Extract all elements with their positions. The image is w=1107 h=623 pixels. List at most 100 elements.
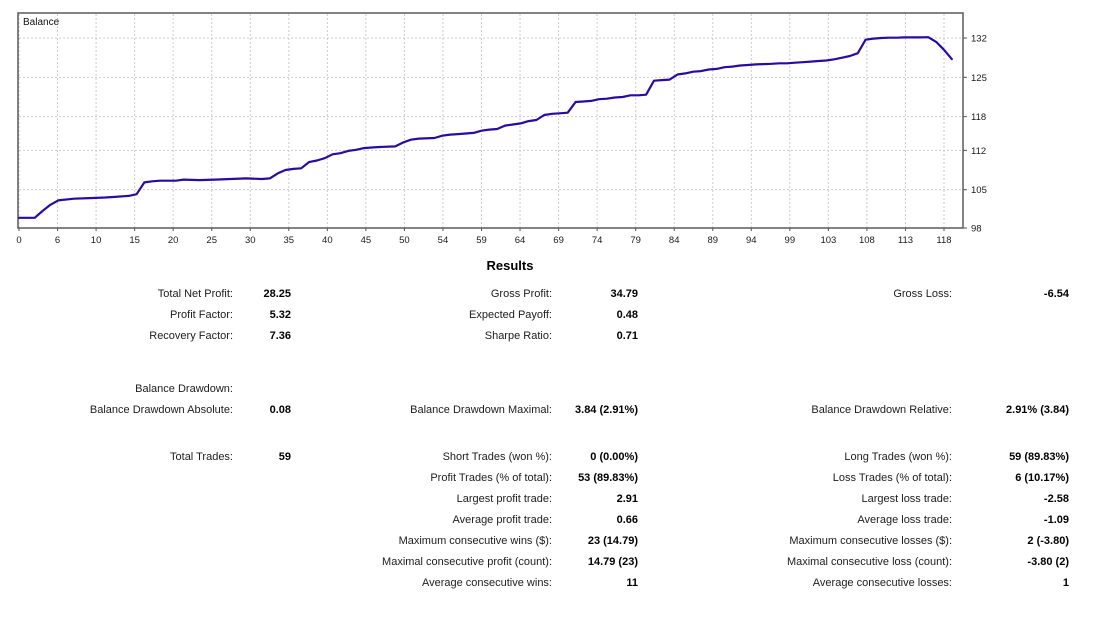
balance-chart-panel: 0 6 10 15 20 25 30 35 40 45 50 54 59 64 69 74 79 84 89 94 99… xyxy=(0,0,1107,252)
chart-border xyxy=(17,12,964,229)
x-axis-tick-label: 54 xyxy=(438,235,449,246)
result-label: Gross Profit: xyxy=(490,287,552,300)
result-value: -1.09 xyxy=(1043,513,1069,526)
x-axis-tick-label: 64 xyxy=(515,235,526,246)
result-label: Average consecutive wins: xyxy=(421,576,552,589)
x-axis-tick-label: 40 xyxy=(322,235,333,246)
result-row: Balance Drawdown: xyxy=(0,378,1107,399)
result-row: Maximum consecutive wins ($): 23 (14.79) M… xyxy=(0,530,1107,551)
x-axis-tick-label: 50 xyxy=(399,235,410,246)
result-value: 28.25 xyxy=(263,287,291,300)
results-table: Total Net Profit: 28.25 Gross Profit: 34.79… xyxy=(0,283,1107,593)
result-label: Average profit trade: xyxy=(452,513,552,526)
y-axis-tick-label: 105 xyxy=(971,185,987,196)
result-label: Largest profit trade: xyxy=(456,492,552,505)
x-axis-tick-label: 6 xyxy=(55,235,60,246)
y-axis-tick-label: 132 xyxy=(971,34,987,45)
result-label: Profit Factor: xyxy=(170,308,233,321)
x-axis-tick-label: 99 xyxy=(785,235,796,246)
x-axis-tick-label: 15 xyxy=(129,235,140,246)
result-value: 53 (89.83%) xyxy=(578,471,638,484)
x-axis-tick-label: 30 xyxy=(245,235,256,246)
result-label: Sharpe Ratio: xyxy=(484,329,552,342)
result-label: Total Net Profit: xyxy=(157,287,233,300)
result-label: Balance Drawdown: xyxy=(135,382,233,395)
results-title: Results xyxy=(486,258,534,273)
y-axis-tick-label: 98 xyxy=(971,224,982,235)
y-axis-tick-label: 112 xyxy=(971,146,986,157)
x-axis-tick-label: 35 xyxy=(284,235,295,246)
result-label: Balance Drawdown Maximal: xyxy=(410,403,552,416)
result-value: 5.32 xyxy=(269,308,291,321)
result-value: 23 (14.79) xyxy=(587,534,638,547)
result-label: Largest loss trade: xyxy=(861,492,953,505)
result-value: 59 xyxy=(278,450,291,463)
result-label: Maximal consecutive profit (count): xyxy=(382,555,552,568)
x-axis-tick-label: 45 xyxy=(361,235,372,246)
result-value: -3.80 (2) xyxy=(1027,555,1069,568)
x-axis-tick-label: 108 xyxy=(859,235,875,246)
x-axis-tick-label: 20 xyxy=(168,235,179,246)
result-value: 2.91 xyxy=(616,492,638,505)
result-row: Recovery Factor: 7.36 Sharpe Ratio: 0.71 xyxy=(0,325,1107,346)
result-row: Balance Drawdown Absolute: 0.08 Balance Dr… xyxy=(0,399,1107,420)
x-axis-tick-label: 94 xyxy=(746,235,757,246)
x-axis-tick-label: 118 xyxy=(936,235,951,246)
x-axis-tick-label: 74 xyxy=(592,235,603,246)
x-axis-tick-label: 89 xyxy=(707,235,718,246)
result-label: Gross Loss: xyxy=(893,287,952,300)
result-row: Total Net Profit: 28.25 Gross Profit: 34.79… xyxy=(0,283,1107,304)
x-axis-tick-label: 103 xyxy=(820,235,836,246)
result-row: Average profit trade: 0.66 Average loss tr… xyxy=(0,509,1107,530)
results-section: Results Total Net Profit: 28.25 Gross Prof… xyxy=(0,258,1107,593)
x-axis-tick-label: 59 xyxy=(476,235,487,246)
result-value: -6.54 xyxy=(1043,287,1069,300)
y-axis-tick-label: 118 xyxy=(971,112,986,123)
result-value: 0.48 xyxy=(616,308,638,321)
result-label: Recovery Factor: xyxy=(149,329,233,342)
result-value: 0.66 xyxy=(616,513,638,526)
result-label: Maximal consecutive loss (count): xyxy=(786,555,952,568)
result-value: 3.84 (2.91%) xyxy=(575,403,638,416)
chart-series-label: Balance xyxy=(23,17,60,28)
result-value: 14.79 (23) xyxy=(587,555,638,568)
result-label: Average loss trade: xyxy=(857,513,952,526)
result-label: Maximum consecutive wins ($): xyxy=(398,534,552,547)
result-label: Average consecutive losses: xyxy=(812,576,952,589)
result-row: Average consecutive wins: 11 Average conse… xyxy=(0,572,1107,593)
y-axis-tick-label: 125 xyxy=(971,73,987,84)
result-value: 11 xyxy=(626,576,638,589)
result-label: Expected Payoff: xyxy=(469,308,552,321)
result-value: 0 (0.00%) xyxy=(590,450,638,463)
result-label: Profit Trades (% of total): xyxy=(430,471,552,484)
result-label: Total Trades: xyxy=(170,450,233,463)
result-row: Largest profit trade: 2.91 Largest loss tr… xyxy=(0,488,1107,509)
x-axis-tick-label: 113 xyxy=(898,235,913,246)
result-value: 0.08 xyxy=(269,403,291,416)
balance-chart: 0 6 10 15 20 25 30 35 40 45 50 54 59 64 69 74 79 84 89 94 99… xyxy=(16,12,987,246)
result-label: Balance Drawdown Absolute: xyxy=(89,403,233,416)
x-axis-tick-label: 69 xyxy=(553,235,564,246)
result-label: Long Trades (won %): xyxy=(844,450,952,463)
balance-line xyxy=(17,36,953,219)
result-label: Balance Drawdown Relative: xyxy=(811,403,952,416)
result-row: Total Trades: 59 Short Trades (won %): 0 (0… xyxy=(0,446,1107,467)
x-axis-tick-label: 84 xyxy=(669,235,680,246)
result-value: 1 xyxy=(1062,576,1069,589)
result-value: 6 (10.17%) xyxy=(1015,471,1069,484)
result-value: 7.36 xyxy=(269,329,291,342)
result-row: Profit Trades (% of total): 53 (89.83%) Lo… xyxy=(0,467,1107,488)
result-value: 34.79 xyxy=(610,287,638,300)
result-label: Loss Trades (% of total): xyxy=(832,471,952,484)
x-axis-tick-label: 79 xyxy=(630,235,641,246)
x-axis-tick-label: 0 xyxy=(16,235,21,246)
result-value: 2 (-3.80) xyxy=(1027,534,1069,547)
result-row: Maximal consecutive profit (count): 14.79… xyxy=(0,551,1107,572)
result-value: 0.71 xyxy=(616,329,638,342)
x-axis-tick-label: 10 xyxy=(91,235,102,246)
result-value: 59 (89.83%) xyxy=(1009,450,1069,463)
x-axis-tick-label: 25 xyxy=(206,235,217,246)
result-value: 2.91% (3.84) xyxy=(1006,403,1069,416)
result-row: Profit Factor: 5.32 Expected Payoff: 0.48 xyxy=(0,304,1107,325)
